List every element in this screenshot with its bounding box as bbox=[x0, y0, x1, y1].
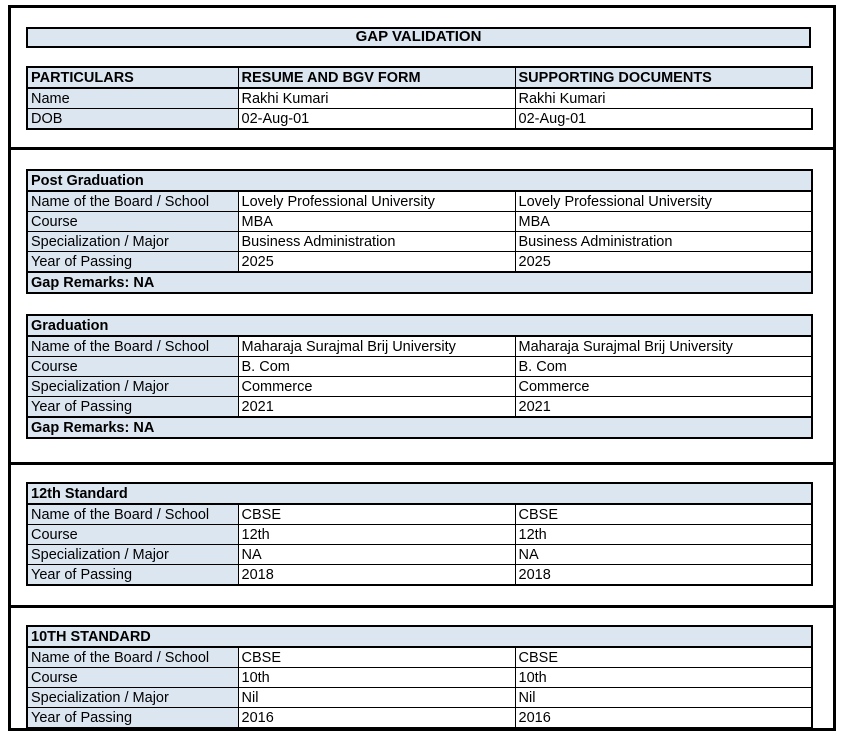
supporting-value: Nil bbox=[514, 687, 813, 708]
row-label: Year of Passing bbox=[26, 564, 239, 586]
supporting-value: 2025 bbox=[514, 251, 813, 273]
row-label: Name of the Board / School bbox=[26, 335, 239, 357]
table-row: Specialization / Major Business Administ… bbox=[26, 231, 813, 252]
gap-remarks: Gap Remarks: NA bbox=[26, 271, 813, 294]
section-title: 10TH STANDARD bbox=[26, 625, 813, 648]
table-row: Year of Passing 2021 2021 bbox=[26, 396, 814, 418]
section-header-row: 12th Standard bbox=[25, 482, 814, 505]
resume-value: 2018 bbox=[237, 564, 516, 586]
table-row: Specialization / Major Nil Nil bbox=[26, 687, 813, 708]
column-header-resume: RESUME AND BGV FORM bbox=[237, 66, 516, 89]
row-label: Course bbox=[26, 211, 239, 232]
gap-remarks-row: Gap Remarks: NA bbox=[25, 416, 814, 439]
supporting-value: 2021 bbox=[514, 396, 814, 418]
supporting-value: MBA bbox=[514, 211, 813, 232]
table-row: Specialization / Major NA NA bbox=[26, 544, 814, 565]
section-header-row: 10TH STANDARD bbox=[26, 625, 813, 648]
supporting-value: 10th bbox=[514, 667, 813, 688]
supporting-value: 02-Aug-01 bbox=[514, 108, 813, 130]
page-title: GAP VALIDATION bbox=[26, 27, 811, 48]
table-row: DOB 02-Aug-01 02-Aug-01 bbox=[26, 108, 813, 130]
row-label: Name bbox=[26, 87, 239, 109]
column-header-particulars: PARTICULARS bbox=[26, 66, 239, 89]
table-row: Name Rakhi Kumari Rakhi Kumari bbox=[26, 87, 812, 109]
supporting-value: Lovely Professional University bbox=[514, 190, 813, 212]
row-label: Specialization / Major bbox=[26, 376, 239, 397]
row-label: DOB bbox=[26, 108, 239, 130]
resume-value: Rakhi Kumari bbox=[237, 87, 516, 109]
supporting-value: CBSE bbox=[514, 503, 814, 525]
resume-value: MBA bbox=[237, 211, 516, 232]
resume-value: Business Administration bbox=[237, 231, 516, 252]
resume-value: CBSE bbox=[237, 646, 516, 668]
supporting-value: B. Com bbox=[514, 356, 814, 377]
row-label: Specialization / Major bbox=[26, 544, 239, 565]
supporting-value: 12th bbox=[514, 524, 814, 545]
table-row: Name of the Board / School CBSE CBSE bbox=[26, 646, 813, 668]
row-label: Name of the Board / School bbox=[26, 190, 239, 212]
gap-remarks: Gap Remarks: NA bbox=[25, 416, 814, 439]
row-label: Year of Passing bbox=[26, 396, 239, 418]
post-graduation-table: Post Graduation Name of the Board / Scho… bbox=[26, 169, 813, 294]
section-title: Post Graduation bbox=[26, 169, 813, 192]
table-row: Course 12th 12th bbox=[26, 524, 814, 545]
table-row: Name of the Board / School Maharaja Sura… bbox=[26, 335, 814, 357]
row-label: Year of Passing bbox=[26, 251, 239, 273]
table-row: Year of Passing 2025 2025 bbox=[26, 251, 813, 273]
resume-value: 02-Aug-01 bbox=[237, 108, 516, 130]
supporting-value: Commerce bbox=[514, 376, 814, 397]
supporting-value: 2018 bbox=[514, 564, 814, 586]
resume-value: 2016 bbox=[237, 707, 516, 729]
section-divider bbox=[11, 605, 833, 608]
graduation-table: Graduation Name of the Board / School Ma… bbox=[25, 314, 814, 439]
supporting-value: Business Administration bbox=[514, 231, 813, 252]
row-label: Year of Passing bbox=[26, 707, 239, 729]
row-label: Name of the Board / School bbox=[26, 503, 239, 525]
column-header-row: PARTICULARS RESUME AND BGV FORM SUPPORTI… bbox=[26, 66, 813, 89]
10th-standard-table: 10TH STANDARD Name of the Board / School… bbox=[26, 625, 813, 729]
section-title: Graduation bbox=[25, 314, 814, 337]
resume-value: 10th bbox=[237, 667, 516, 688]
table-row: Course MBA MBA bbox=[26, 211, 813, 232]
table-row: Course 10th 10th bbox=[26, 667, 813, 688]
supporting-value: Maharaja Surajmal Brij University bbox=[514, 335, 814, 357]
supporting-value: CBSE bbox=[514, 646, 813, 668]
resume-value: Commerce bbox=[237, 376, 516, 397]
particulars-table: PARTICULARS RESUME AND BGV FORM SUPPORTI… bbox=[26, 66, 813, 130]
resume-value: Nil bbox=[237, 687, 516, 708]
resume-value: 12th bbox=[237, 524, 516, 545]
resume-value: NA bbox=[237, 544, 516, 565]
table-row: Specialization / Major Commerce Commerce bbox=[26, 376, 814, 397]
section-title: 12th Standard bbox=[25, 482, 814, 505]
resume-value: 2025 bbox=[237, 251, 516, 273]
section-divider bbox=[11, 147, 833, 150]
section-header-row: Post Graduation bbox=[26, 169, 813, 192]
table-row: Name of the Board / School CBSE CBSE bbox=[26, 503, 814, 525]
resume-value: B. Com bbox=[237, 356, 516, 377]
table-row: Course B. Com B. Com bbox=[26, 356, 814, 377]
row-label: Specialization / Major bbox=[26, 687, 239, 708]
resume-value: 2021 bbox=[237, 396, 516, 418]
resume-value: Lovely Professional University bbox=[237, 190, 516, 212]
section-header-row: Graduation bbox=[25, 314, 814, 337]
table-row: Name of the Board / School Lovely Profes… bbox=[26, 190, 813, 212]
row-label: Course bbox=[26, 356, 239, 377]
table-row: Year of Passing 2016 2016 bbox=[26, 707, 813, 729]
supporting-value: Rakhi Kumari bbox=[514, 87, 812, 109]
table-row: Year of Passing 2018 2018 bbox=[26, 564, 814, 586]
12th-standard-table: 12th Standard Name of the Board / School… bbox=[25, 482, 814, 586]
page-frame: GAP VALIDATION PARTICULARS RESUME AND BG… bbox=[8, 5, 836, 731]
row-label: Name of the Board / School bbox=[26, 646, 239, 668]
resume-value: CBSE bbox=[237, 503, 516, 525]
section-divider bbox=[11, 462, 833, 465]
row-label: Specialization / Major bbox=[26, 231, 239, 252]
row-label: Course bbox=[26, 667, 239, 688]
supporting-value: 2016 bbox=[514, 707, 813, 729]
column-header-supporting: SUPPORTING DOCUMENTS bbox=[514, 66, 813, 89]
gap-remarks-row: Gap Remarks: NA bbox=[26, 271, 813, 294]
resume-value: Maharaja Surajmal Brij University bbox=[237, 335, 516, 357]
supporting-value: NA bbox=[514, 544, 814, 565]
row-label: Course bbox=[26, 524, 239, 545]
